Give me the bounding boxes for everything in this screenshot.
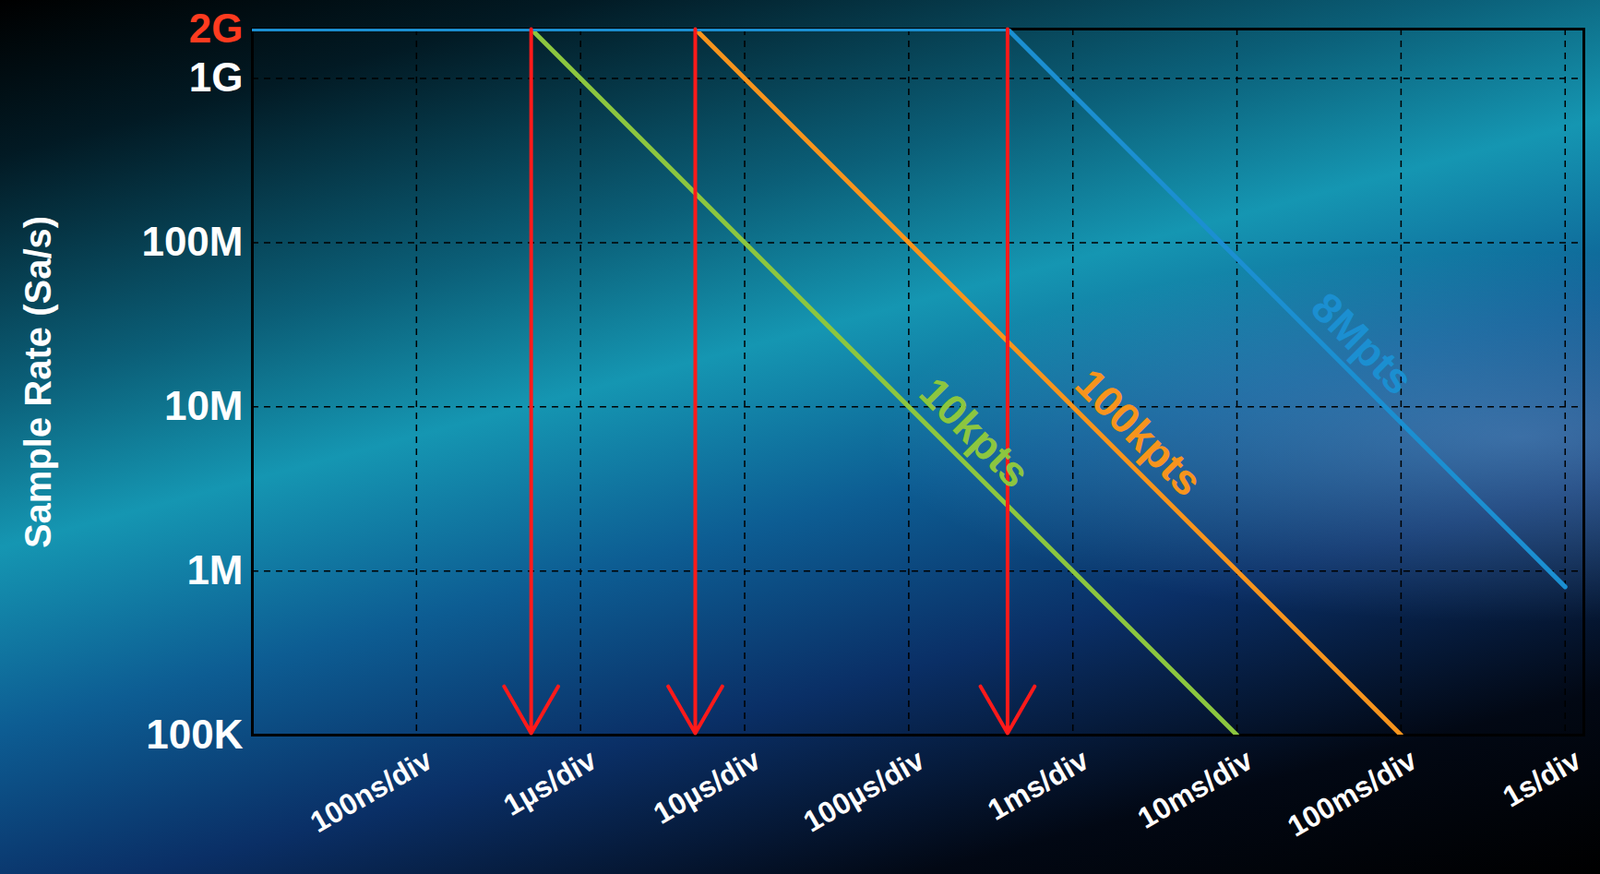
svg-text:2G: 2G [189,5,244,51]
svg-text:10µs/div: 10µs/div [647,742,766,831]
svg-text:100ms/div: 100ms/div [1281,742,1422,844]
svg-text:Sample Rate (Sa/s): Sample Rate (Sa/s) [17,215,59,549]
svg-text:10ms/div: 10ms/div [1132,742,1259,836]
svg-text:1µs/div: 1µs/div [498,742,603,823]
svg-text:100ns/div: 100ns/div [304,742,438,839]
svg-text:1G: 1G [189,54,244,100]
svg-text:1s/div: 1s/div [1497,742,1588,814]
svg-text:10kpts: 10kpts [910,367,1040,497]
svg-text:100kpts: 100kpts [1066,358,1213,505]
svg-text:100M: 100M [141,218,243,264]
svg-text:1ms/div: 1ms/div [981,742,1094,827]
svg-text:100µs/div: 100µs/div [797,742,931,839]
svg-text:100K: 100K [145,711,243,757]
svg-text:8Mpts: 8Mpts [1301,283,1423,405]
svg-text:1M: 1M [186,547,243,593]
svg-text:10M: 10M [164,382,244,429]
